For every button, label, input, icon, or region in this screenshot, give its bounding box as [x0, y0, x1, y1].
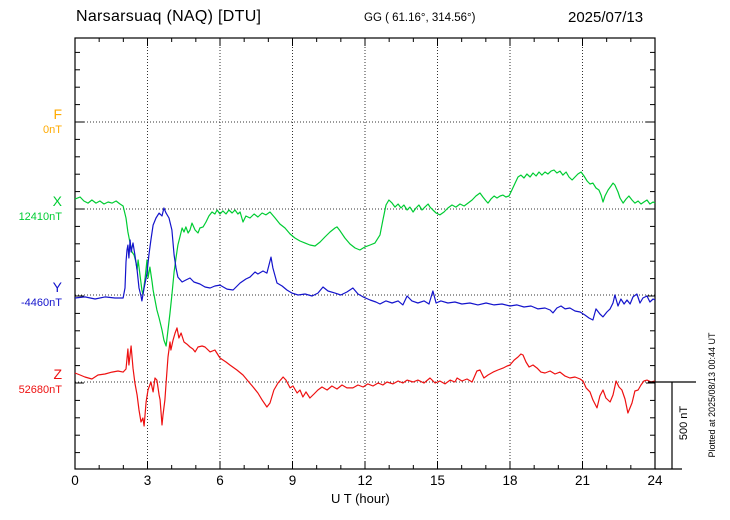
plot-date: 2025/07/13	[568, 9, 644, 26]
x-tick-label-12: 12	[357, 473, 373, 488]
geographic-coordinates: GG ( 61.16°, 314.56°)	[364, 12, 476, 24]
component-baseline-value-Y: -4460nT	[21, 297, 62, 309]
component-baseline-value-Z: 52680nT	[18, 384, 62, 396]
station-title: Narsarsuaq (NAQ) [DTU]	[76, 8, 262, 25]
component-letter-F: F	[53, 106, 62, 122]
x-tick-label-0: 0	[71, 473, 79, 488]
x-tick-label-15: 15	[429, 473, 446, 488]
scale-bar-label: 500 nT	[678, 405, 690, 441]
component-letter-X: X	[52, 193, 62, 209]
x-tick-label-9: 9	[288, 473, 297, 488]
plot-frame	[74, 37, 656, 470]
x-tick-label-24: 24	[647, 473, 663, 488]
component-baseline-value-F: 0nT	[43, 124, 62, 136]
x-tick-label-3: 3	[143, 473, 152, 488]
trace-Z	[74, 327, 656, 427]
x-tick-label-18: 18	[502, 473, 518, 488]
component-letter-Z: Z	[53, 366, 62, 382]
x-tick-label-6: 6	[216, 473, 224, 488]
x-axis-title: U T (hour)	[331, 491, 390, 506]
plotted-at-note: Plotted at 2025/08/13 00:44 UT	[707, 332, 717, 458]
trace-Y	[74, 207, 656, 321]
trace-X	[74, 169, 656, 347]
x-tick-label-21: 21	[574, 473, 591, 488]
component-letter-Y: Y	[52, 279, 62, 295]
component-baseline-value-X: 12410nT	[18, 211, 62, 223]
